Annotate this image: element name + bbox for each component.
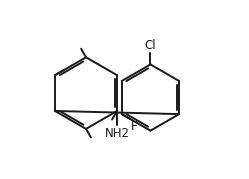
- Text: Cl: Cl: [145, 39, 156, 52]
- Text: NH2: NH2: [105, 127, 129, 139]
- Text: F: F: [131, 120, 138, 133]
